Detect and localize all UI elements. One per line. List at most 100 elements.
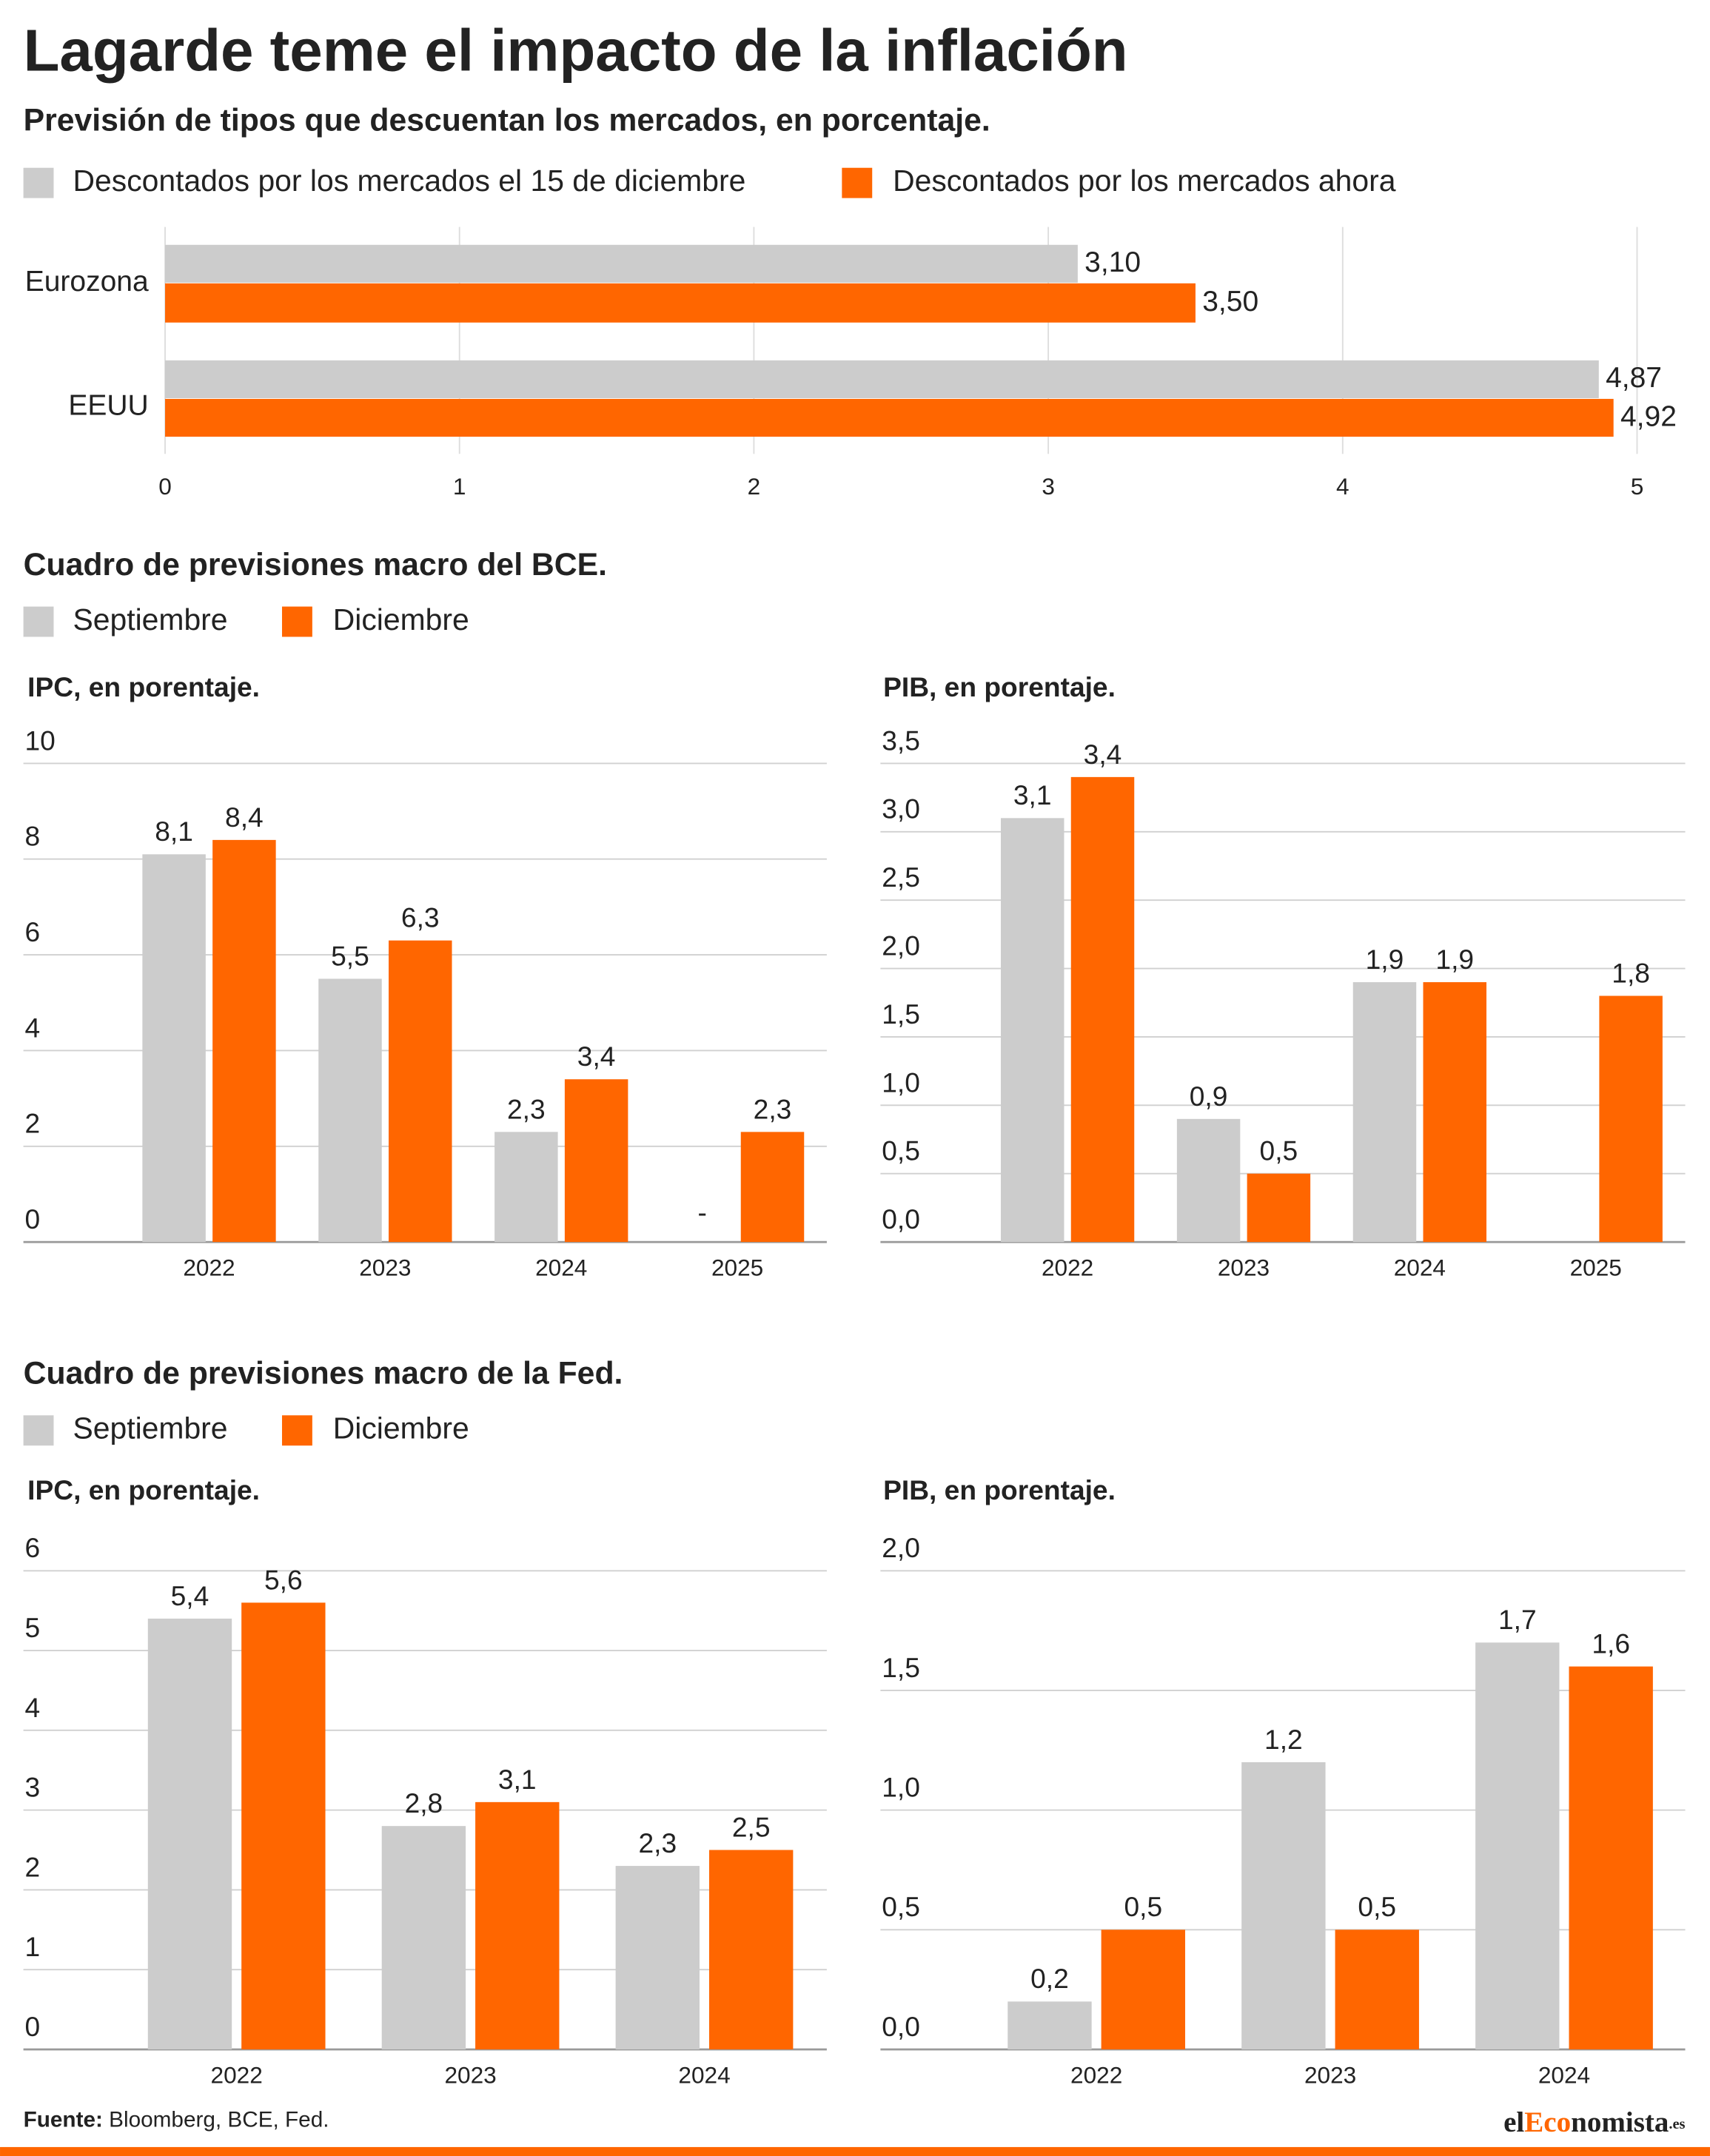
x-tick-label: 5 <box>1631 473 1644 500</box>
logo-part: nomista <box>1571 2106 1669 2138</box>
x-tick-label: 1 <box>453 473 466 500</box>
logo-part: .es <box>1669 2116 1685 2132</box>
y-tick-label: 0,0 <box>882 2011 920 2042</box>
data-label: 2,3 <box>754 1093 792 1124</box>
y-tick-label: 1 <box>24 1931 40 1962</box>
data-label: 2,3 <box>507 1093 546 1124</box>
source-label: Fuente: <box>24 2107 103 2132</box>
chart-title: PIB, en porentaje. <box>883 671 1116 702</box>
data-label: 1,7 <box>1498 1604 1537 1635</box>
data-label: 5,6 <box>264 1564 303 1595</box>
x-tick-label: 3 <box>1042 473 1055 500</box>
bar <box>740 1132 805 1243</box>
y-tick-label: 1,5 <box>882 998 920 1030</box>
data-label: 8,4 <box>225 802 264 833</box>
x-tick-label: 4 <box>1336 473 1349 500</box>
data-label: 5,5 <box>331 940 369 971</box>
y-tick-label: Eurozona <box>25 266 149 298</box>
bar <box>1599 995 1663 1243</box>
y-tick-label: 2 <box>24 1108 40 1139</box>
bar <box>1569 1666 1653 2049</box>
bar <box>1241 1762 1326 2049</box>
data-label: 1,6 <box>1592 1628 1630 1659</box>
bar <box>165 283 1196 323</box>
bar <box>389 940 452 1243</box>
legend-swatch <box>281 606 312 637</box>
legend-label: Descontados por los mercados el 15 de di… <box>73 164 746 198</box>
data-label: 2,3 <box>638 1827 677 1858</box>
data-label: 1,9 <box>1435 944 1474 975</box>
bar <box>1352 982 1417 1243</box>
bar <box>1070 776 1135 1243</box>
x-tick-label: 2022 <box>211 2061 263 2088</box>
y-tick-label: 2,0 <box>882 1532 920 1563</box>
data-label: 3,50 <box>1202 286 1258 318</box>
data-label: 2,5 <box>732 1811 771 1842</box>
bar <box>147 1618 232 2049</box>
y-tick-label: 2,5 <box>882 862 920 893</box>
data-label: 3,10 <box>1084 246 1141 278</box>
bar <box>709 1850 794 2049</box>
x-tick-label: 2025 <box>1570 1255 1622 1281</box>
bar <box>241 1602 326 2049</box>
bar <box>615 1866 700 2049</box>
logo: elEconomista.es <box>1503 2106 1685 2138</box>
section-title: Cuadro de previsiones macro de la Fed. <box>24 1356 623 1391</box>
legend-label: Diciembre <box>333 602 469 637</box>
x-tick-label: 2024 <box>1394 1255 1446 1281</box>
bar <box>1101 1930 1186 2049</box>
data-label: - <box>698 1197 707 1228</box>
legend-swatch <box>281 1415 312 1446</box>
x-tick-label: 2022 <box>1070 2061 1122 2088</box>
x-tick-label: 2024 <box>535 1255 587 1281</box>
data-label: 0,5 <box>1260 1135 1298 1166</box>
chart-title: IPC, en porentaje. <box>27 671 260 702</box>
bar <box>165 398 1614 437</box>
legend-swatch <box>23 167 54 198</box>
y-tick-label: 0 <box>24 1203 40 1235</box>
bar <box>165 360 1599 398</box>
x-tick-label: 2024 <box>1538 2061 1590 2088</box>
bar <box>1176 1118 1241 1243</box>
bar <box>381 1826 466 2049</box>
x-tick-label: 2023 <box>1218 1255 1270 1281</box>
data-label: 0,2 <box>1030 1963 1069 1994</box>
subtitle: Previsión de tipos que descuentan los me… <box>24 103 990 138</box>
chart-title: PIB, en porentaje. <box>883 1474 1116 1505</box>
y-tick-label: 0,5 <box>882 1135 920 1166</box>
bar <box>564 1079 628 1243</box>
logo-part: Eco <box>1524 2106 1571 2138</box>
data-label: 0,5 <box>1124 1891 1163 1922</box>
bar <box>1247 1173 1311 1243</box>
y-tick-label: 6 <box>24 916 40 947</box>
bar <box>1335 1930 1419 2049</box>
y-tick-label: 1,0 <box>882 1067 920 1098</box>
legend-label: Diciembre <box>333 1411 469 1445</box>
bar <box>212 839 276 1243</box>
y-tick-label: 3 <box>24 1772 40 1803</box>
x-tick-label: 2022 <box>183 1255 235 1281</box>
source: Fuente: Bloomberg, BCE, Fed. <box>24 2107 329 2132</box>
data-label: 8,1 <box>155 816 193 847</box>
section-title: Cuadro de previsiones macro del BCE. <box>24 547 607 582</box>
data-label: 0,5 <box>1358 1891 1396 1922</box>
data-label: 1,2 <box>1264 1724 1303 1755</box>
bar <box>1007 2001 1092 2049</box>
chart-title: IPC, en porentaje. <box>27 1474 260 1505</box>
y-tick-label: 6 <box>24 1532 40 1563</box>
data-label: 2,8 <box>405 1787 443 1819</box>
x-tick-label: 2 <box>748 473 761 500</box>
source-text: Bloomberg, BCE, Fed. <box>109 2107 329 2132</box>
y-tick-label: 0,5 <box>882 1891 920 1922</box>
data-label: 5,4 <box>171 1580 209 1611</box>
data-label: 3,1 <box>1013 779 1052 810</box>
data-label: 3,1 <box>498 1764 537 1795</box>
x-tick-label: 2025 <box>711 1255 763 1281</box>
y-tick-label: 3,0 <box>882 793 920 825</box>
y-tick-label: 0 <box>24 2011 40 2042</box>
y-tick-label: 4 <box>24 1012 40 1043</box>
bar <box>1000 818 1064 1243</box>
y-tick-label: 1,5 <box>882 1652 920 1683</box>
